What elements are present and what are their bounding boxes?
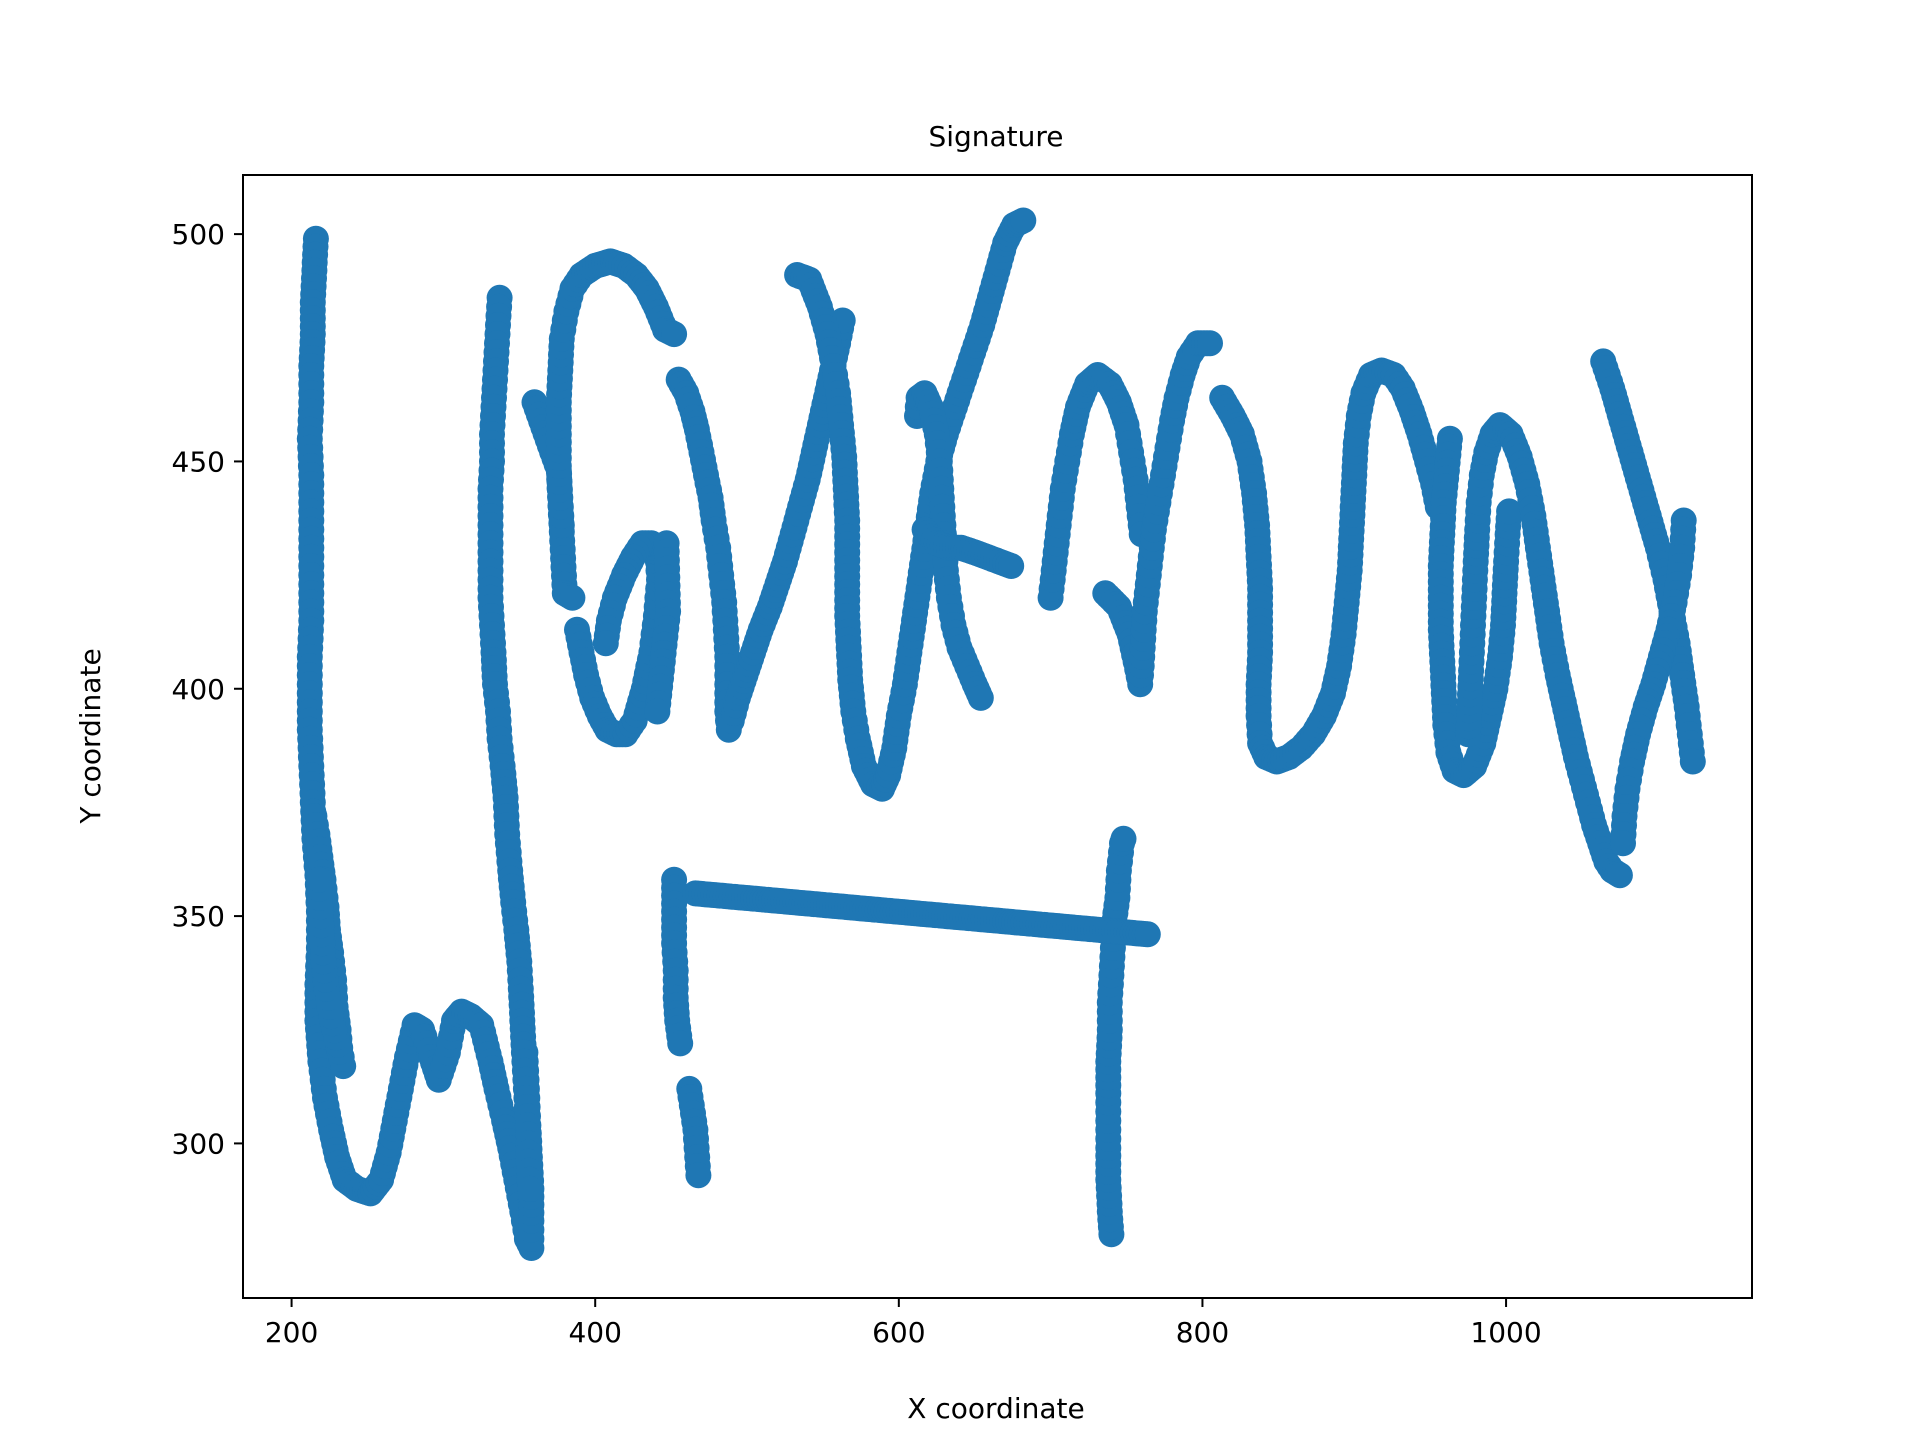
y-tick-label-350: 350: [172, 900, 225, 933]
scatter-point-705: [661, 321, 688, 348]
y-tick-label-300: 300: [172, 1127, 225, 1160]
scatter-point-1104: [967, 684, 994, 711]
scatter-point-1645: [1679, 748, 1706, 775]
y-axis-ticks: 300 350 400 450 500: [172, 218, 243, 1160]
chart-title: Signature: [928, 120, 1063, 153]
scatter-point-379: [516, 1175, 543, 1202]
scatter-point-638: [559, 584, 586, 611]
scatter-point-459: [667, 1030, 694, 1057]
scatter-point-1252: [1197, 330, 1223, 357]
x-tick-label-400: 400: [568, 1316, 621, 1349]
x-tick-label-800: 800: [1176, 1316, 1229, 1349]
y-tick-label-400: 400: [172, 673, 225, 706]
y-tick-label-500: 500: [172, 218, 225, 251]
scatter-points: [296, 207, 1706, 1261]
x-tick-label-200: 200: [265, 1316, 318, 1349]
scatter-point-881: [592, 630, 619, 657]
scatter-point-1481: [1496, 498, 1523, 525]
y-axis-label: Y coordinate: [74, 648, 107, 824]
scatter-point-438: [1110, 825, 1137, 852]
y-tick-label-450: 450: [172, 445, 225, 478]
scatter-point-1589: [1606, 862, 1633, 889]
scatter-point-390: [685, 1162, 712, 1189]
x-tick-label-1000: 1000: [1470, 1316, 1541, 1349]
scatter-point-277: [305, 866, 332, 893]
scatter-point-609: [1134, 921, 1161, 948]
scatter-point-902: [644, 698, 671, 725]
x-tick-label-600: 600: [872, 1316, 925, 1349]
scatter-point-1134: [998, 553, 1025, 579]
scatter-point-1688: [1610, 830, 1636, 857]
x-axis-label: X coordinate: [907, 1392, 1084, 1425]
x-axis-ticks: 200 400 600 800 1000: [265, 1298, 1542, 1349]
plot-frame: [242, 174, 1753, 1299]
scatter-point-1059: [1010, 207, 1037, 234]
